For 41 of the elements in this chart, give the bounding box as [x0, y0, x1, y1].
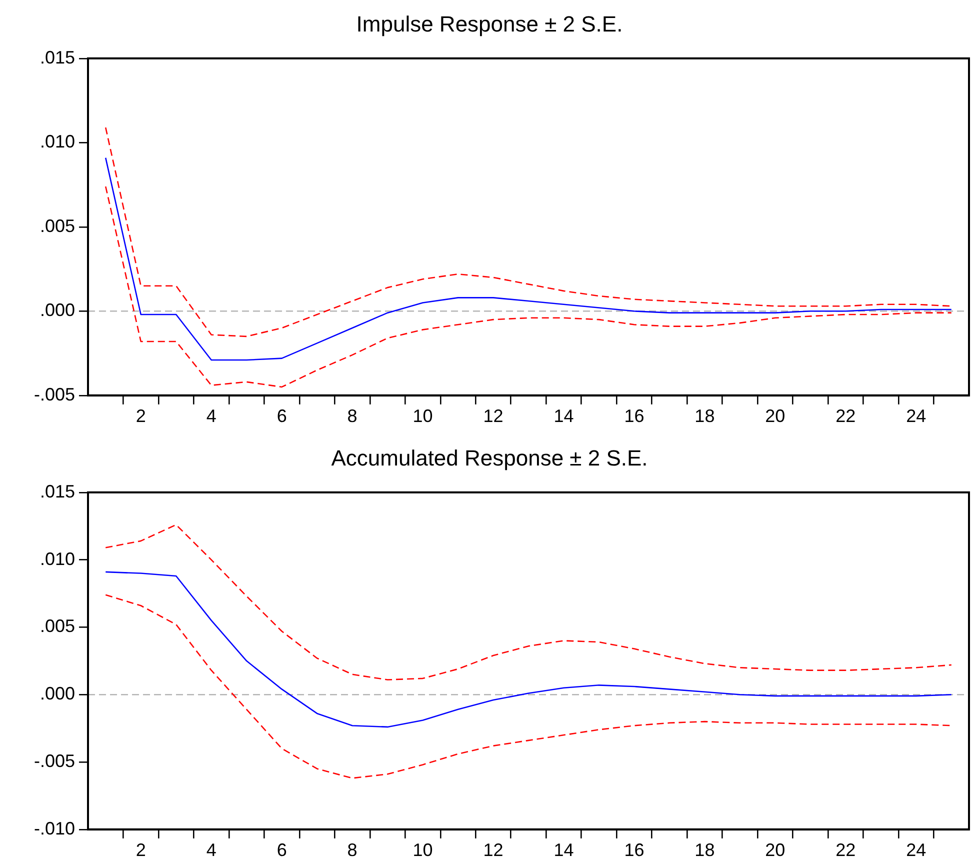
- x-tick-label: 4: [206, 840, 216, 860]
- x-tick-label: 2: [136, 840, 146, 860]
- y-tick-label: .010: [40, 132, 75, 152]
- x-tick-label: 12: [483, 406, 504, 426]
- y-tick-label: -.005: [34, 750, 75, 771]
- y-tick-label: .000: [40, 684, 75, 704]
- x-tick-label: 20: [765, 406, 786, 426]
- y-tick-label: .005: [40, 616, 75, 636]
- line-series: [104, 126, 952, 338]
- x-tick-label: 20: [765, 840, 786, 860]
- y-tick-label: -.010: [34, 818, 75, 838]
- chart-title: Impulse Response ± 2 S.E.: [356, 11, 623, 36]
- x-tick-label: 6: [276, 406, 287, 426]
- x-tick-label: 18: [694, 406, 715, 426]
- x-tick-label: 22: [836, 406, 856, 426]
- x-tick-label: 16: [624, 840, 644, 860]
- y-tick-label: .015: [40, 47, 75, 68]
- x-tick-label: 24: [906, 406, 926, 426]
- x-tick-label: 24: [906, 840, 926, 860]
- x-tick-label: 16: [624, 406, 644, 426]
- y-tick-label: .015: [40, 481, 75, 502]
- y-tick-label: .010: [40, 548, 75, 569]
- line-series: [104, 524, 952, 680]
- x-tick-label: 2: [136, 406, 146, 426]
- x-tick-label: 4: [206, 406, 216, 426]
- x-tick-label: 8: [347, 406, 358, 426]
- x-tick-label: 14: [554, 406, 574, 426]
- line-series: [104, 594, 952, 779]
- x-tick-label: 6: [276, 840, 287, 860]
- x-tick-label: 14: [554, 840, 574, 860]
- x-tick-label: 10: [412, 406, 433, 426]
- line-series: [104, 186, 952, 388]
- x-tick-label: 8: [347, 840, 358, 860]
- x-tick-label: 10: [412, 840, 433, 860]
- x-tick-label: 18: [694, 840, 715, 860]
- chart-title: Accumulated Response ± 2 S.E.: [331, 445, 648, 470]
- x-tick-label: 12: [483, 840, 504, 860]
- y-tick-label: -.005: [34, 384, 75, 404]
- y-tick-label: .005: [40, 216, 75, 236]
- y-tick-label: .000: [40, 300, 75, 320]
- x-tick-label: 22: [836, 840, 856, 860]
